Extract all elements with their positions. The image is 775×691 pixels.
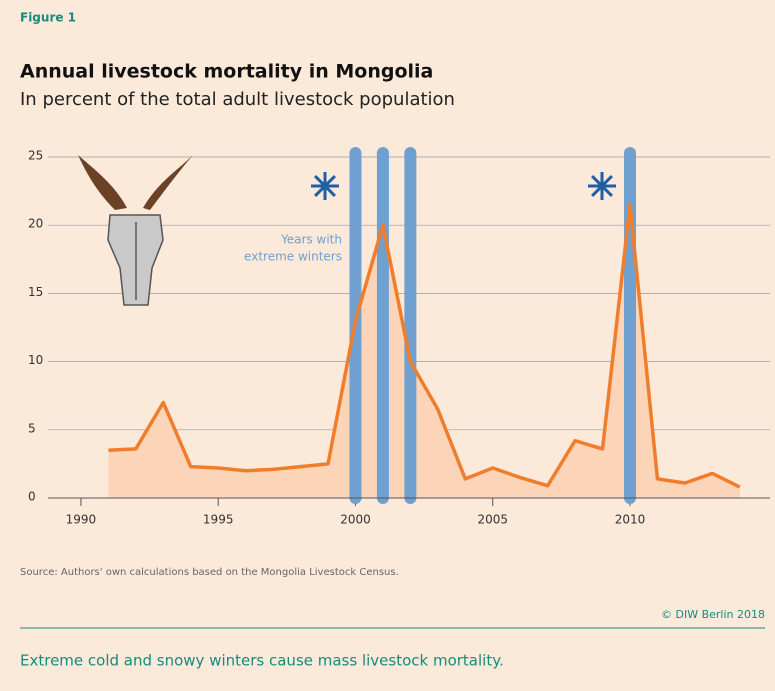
snowflake <box>591 175 613 197</box>
line <box>108 202 741 489</box>
y-tick-label: 0 <box>28 490 36 504</box>
caption: Extreme cold and snowy winters cause mas… <box>20 652 504 670</box>
x-tick-label: 2010 <box>615 513 646 527</box>
snowflake <box>314 175 336 197</box>
y-tick-label: 5 <box>28 421 36 435</box>
y-tick-label: 25 <box>28 149 43 163</box>
figure-label: Figure 1 <box>20 11 76 25</box>
copyright: © DIW Berlin 2018 <box>661 608 765 621</box>
y-tick-label: 10 <box>28 353 43 367</box>
y-tick-label: 20 <box>28 217 43 231</box>
chart-subtitle: In percent of the total adult livestock … <box>20 89 455 110</box>
y-tick-label: 15 <box>28 285 43 299</box>
plot: 0 5 10 15 20 25 1990 1995 2000 2005 2010 Years with… <box>28 147 770 527</box>
x-tick-label: 1995 <box>203 513 234 527</box>
annotation: Years with <box>280 233 342 247</box>
skull-icon <box>78 155 193 306</box>
x-tick-label: 2000 <box>340 513 371 527</box>
annotation: extreme winters <box>244 250 342 264</box>
chart-title: Annual livestock mortality in Mongolia <box>20 61 433 83</box>
x-tick-label: 1990 <box>66 513 97 527</box>
source: Source: Authors' own calculations based … <box>20 567 399 578</box>
x-tick-label: 2005 <box>477 513 508 527</box>
